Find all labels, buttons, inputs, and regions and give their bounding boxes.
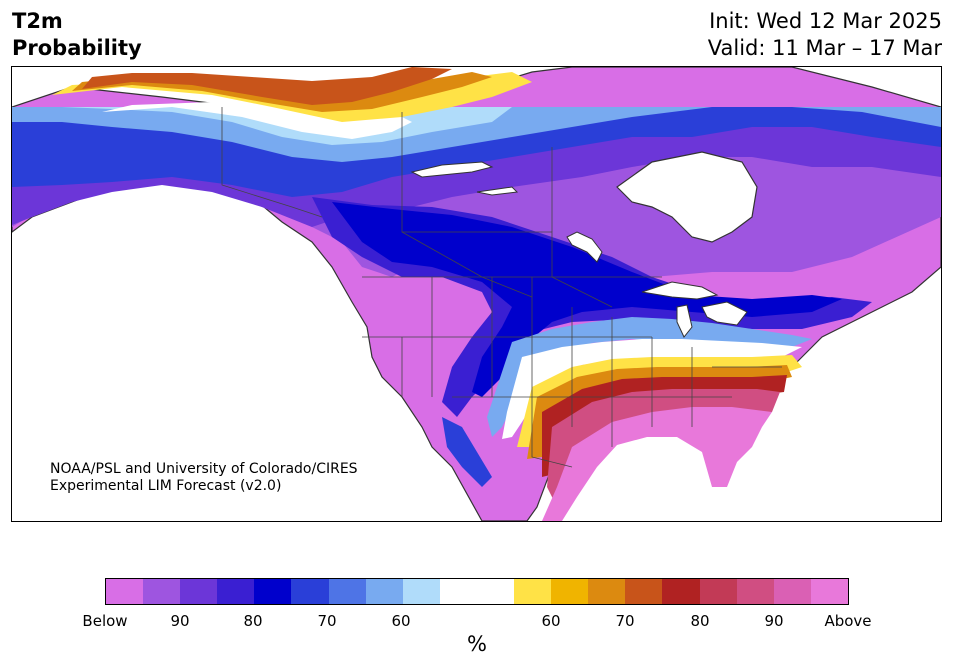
title-line-2: Probability — [12, 36, 142, 60]
colorbar-segment — [699, 579, 737, 604]
colorbar-segment — [439, 579, 477, 604]
political-borders — [221, 107, 782, 468]
colorbar-label-80-above: 80 — [690, 612, 710, 630]
colorbar-label-60-above: 60 — [541, 612, 561, 630]
probability-map — [12, 67, 941, 521]
credit-line-2: Experimental LIM Forecast (v2.0) — [50, 478, 282, 494]
band-above-se — [542, 407, 772, 521]
hudson-bay — [616, 151, 758, 243]
colorbar-label-90-below: 90 — [170, 612, 190, 630]
colorbar-segment — [514, 579, 552, 604]
title-line-1: T2m — [12, 9, 63, 33]
colorbar-segment — [476, 579, 515, 604]
probability-colorbar — [105, 578, 849, 605]
colorbar-segment — [180, 579, 218, 604]
colorbar-label-above: Above — [824, 612, 872, 630]
map-title: T2m Probability — [12, 8, 142, 62]
colorbar-segment — [291, 579, 329, 604]
colorbar-segment — [402, 579, 440, 604]
band-80-above-north — [82, 67, 452, 105]
colorbar-segment — [217, 579, 255, 604]
colorbar-unit: % — [467, 632, 487, 656]
credit-line-1: NOAA/PSL and University of Colorado/CIRE… — [50, 461, 358, 477]
band-mexico-blue — [442, 417, 492, 487]
colorbar-segment — [736, 579, 774, 604]
forecast-credit: NOAA/PSL and University of Colorado/CIRE… — [50, 461, 358, 495]
map-panel: NOAA/PSL and University of Colorado/CIRE… — [11, 66, 942, 522]
lake-great-bear — [410, 161, 494, 178]
forecast-dates: Init: Wed 12 Mar 2025 Valid: 11 Mar – 17… — [708, 8, 942, 62]
band-darkblue-core — [332, 202, 842, 397]
colorbar-label-below: Below — [82, 612, 128, 630]
colorbar-label-60-below: 60 — [391, 612, 411, 630]
colorbar-segment — [143, 579, 181, 604]
colorbar-label-70-below: 70 — [317, 612, 337, 630]
colorbar-segment — [773, 579, 811, 604]
colorbar-segment — [551, 579, 589, 604]
colorbar-label-70-above: 70 — [615, 612, 635, 630]
valid-dates: Valid: 11 Mar – 17 Mar — [707, 36, 942, 60]
band-90-above-se — [547, 389, 780, 507]
band-neutral-central — [502, 339, 802, 439]
colorbar-label-90-above: 90 — [764, 612, 784, 630]
colorbar-segment — [810, 579, 848, 604]
colorbar-segment — [662, 579, 700, 604]
lake-superior — [641, 281, 719, 300]
colorbar-segment — [625, 579, 663, 604]
colorbar-segment — [106, 579, 144, 604]
lake-great-slave — [476, 186, 519, 196]
colorbar-segment — [365, 579, 403, 604]
lake-winnipeg — [566, 231, 603, 263]
colorbar-label-80-below: 80 — [243, 612, 263, 630]
colorbar-segment — [328, 579, 366, 604]
init-date: Init: Wed 12 Mar 2025 — [709, 9, 942, 33]
lake-michigan-huron — [676, 301, 748, 338]
colorbar-segment — [254, 579, 292, 604]
colorbar-segment — [588, 579, 626, 604]
